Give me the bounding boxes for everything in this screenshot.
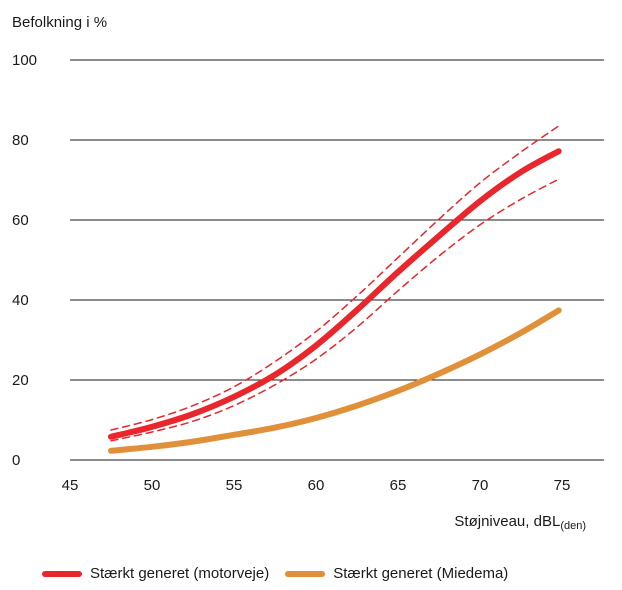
x-axis-title: Støjniveau, dBL(den) xyxy=(454,513,586,532)
y-tick-20: 20 xyxy=(12,372,29,389)
legend-label-miedema: Stærkt generet (Miedema) xyxy=(333,565,509,582)
x-tick-55: 55 xyxy=(226,477,243,494)
x-tick-50: 50 xyxy=(144,477,161,494)
x-tick-45: 45 xyxy=(62,477,79,494)
legend-swatch-miedema xyxy=(285,570,326,577)
legend-item-motorveje: Stærkt generet (motorveje) xyxy=(42,565,269,582)
y-tick-40: 40 xyxy=(12,292,29,309)
y-axis-title: Befolkning i % xyxy=(12,14,107,31)
grid xyxy=(70,59,604,461)
legend-item-miedema: Stærkt generet (Miedema) xyxy=(285,565,508,582)
y-tick-100: 100 xyxy=(12,52,37,69)
series-group xyxy=(108,125,562,454)
y-tick-0: 0 xyxy=(12,452,20,469)
x-tick-75: 75 xyxy=(554,477,571,494)
chart: Befolkning i % 0 20 40 60 80 100 45 50 55 60 65 70… xyxy=(12,14,604,532)
x-axis-title-sub: (den) xyxy=(560,520,586,532)
series-line-miedema xyxy=(108,307,562,454)
legend-swatch-motorveje xyxy=(42,570,82,577)
x-ticks: 45 50 55 60 65 70 75 xyxy=(62,477,571,494)
series-line-motorveje-upper xyxy=(110,125,560,431)
y-ticks: 0 20 40 60 80 100 xyxy=(12,52,37,469)
series-line-motorveje-lower xyxy=(110,178,560,442)
series-line-motorveje xyxy=(108,148,562,440)
legend: Stærkt generet (motorveje) Stærkt genere… xyxy=(42,565,524,582)
y-tick-80: 80 xyxy=(12,132,29,149)
y-tick-60: 60 xyxy=(12,212,29,229)
legend-label-motorveje: Stærkt generet (motorveje) xyxy=(90,565,270,582)
x-tick-65: 65 xyxy=(390,477,407,494)
x-tick-60: 60 xyxy=(308,477,325,494)
x-axis-title-main: Støjniveau, dBL xyxy=(454,513,560,530)
x-tick-70: 70 xyxy=(472,477,489,494)
